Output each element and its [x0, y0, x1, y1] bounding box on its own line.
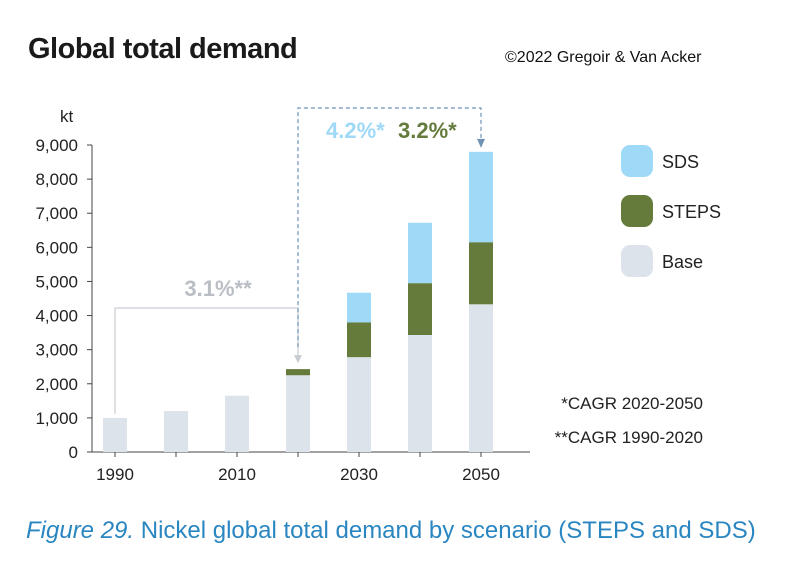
- legend-label-steps: STEPS: [662, 202, 721, 222]
- bar-steps-2050: [469, 242, 493, 305]
- footnote: **CAGR 1990-2020: [555, 428, 703, 447]
- x-tick-label: 2010: [218, 465, 256, 484]
- legend: SDS STEPS Base: [621, 145, 721, 277]
- bar-sds-2050: [469, 151, 493, 243]
- cagr-1990-2020-arrowhead: [294, 355, 302, 364]
- bar-sds-2030: [347, 292, 371, 323]
- bar-steps-2030: [347, 322, 371, 358]
- y-tick-label: 2,000: [35, 375, 78, 394]
- legend-swatch-base: [621, 245, 653, 277]
- cagr-steps-label: 3.2%*: [398, 118, 457, 143]
- x-ticks: 1990 2010 2030 2050: [96, 452, 500, 484]
- bars: [103, 151, 493, 452]
- cagr-1990-2020-label: 3.1%**: [184, 276, 252, 301]
- x-tick-label: 2030: [340, 465, 378, 484]
- figure-caption-text: Nickel global total demand by scenario (…: [134, 517, 756, 544]
- y-tick-label: 5,000: [35, 272, 78, 291]
- y-tick-label: 8,000: [35, 170, 78, 189]
- chart-title: Global total demand: [28, 33, 298, 65]
- annotations: 3.1%** 4.2%* 3.2%*: [114, 107, 485, 414]
- footnotes: *CAGR 2020-2050 **CAGR 1990-2020: [555, 394, 703, 447]
- bar-steps-2020: [286, 369, 310, 376]
- bar-base-2030: [347, 357, 371, 452]
- legend-swatch-sds: [621, 145, 653, 177]
- legend-swatch-steps: [621, 195, 653, 227]
- footnote: *CAGR 2020-2050: [561, 394, 703, 413]
- figure-number: Figure 29.: [26, 517, 135, 544]
- cagr-1990-2020-bracket: [114, 307, 299, 414]
- bar-base-2010: [225, 395, 249, 452]
- bar-steps-2040: [408, 283, 432, 335]
- y-tick-label: 4,000: [35, 307, 78, 326]
- y-tick-label: 9,000: [35, 136, 78, 155]
- bar-base-2020: [286, 375, 310, 452]
- figure-caption: Figure 29. Nickel global total demand by…: [26, 517, 756, 545]
- cagr-sds-label: 4.2%*: [326, 118, 385, 143]
- legend-label-base: Base: [662, 252, 703, 272]
- legend-label-sds: SDS: [662, 152, 699, 172]
- bar-base-1990: [103, 417, 127, 452]
- bar-base-2000: [164, 411, 188, 452]
- cagr-2020-2050-bracket: [297, 107, 482, 348]
- copyright-notice: ©2022 Gregoir & Van Acker: [505, 49, 702, 66]
- bar-base-2040: [408, 334, 432, 452]
- y-tick-label: 3,000: [35, 341, 78, 360]
- x-tick-label: 2050: [462, 465, 500, 484]
- bar-sds-2040: [408, 222, 432, 284]
- y-tick-label: 6,000: [35, 238, 78, 257]
- y-tick-label: 0: [69, 443, 78, 462]
- y-axis-label: kt: [60, 107, 74, 126]
- cagr-2020-2050-arrowhead: [477, 138, 485, 148]
- x-tick-label: 1990: [96, 465, 134, 484]
- y-tick-label: 7,000: [35, 204, 78, 223]
- bar-base-2050: [469, 304, 493, 452]
- y-tick-label: 1,000: [35, 409, 78, 428]
- y-ticks: 0 1,000 2,000 3,000 4,000 5,000 6,000 7,000 8,00…: [35, 136, 92, 462]
- stacked-bar-chart: kt 0 1,000 2,000 3,000 4,000 5,000 6,000 7,000 8…: [35, 107, 721, 484]
